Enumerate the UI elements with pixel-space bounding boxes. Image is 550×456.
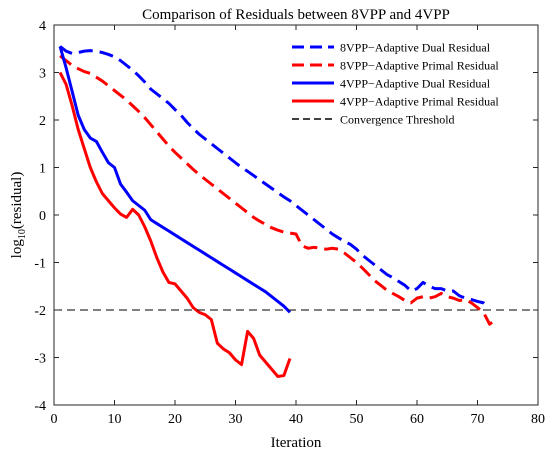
legend-label: 4VPP−Adaptive Primal Residual [340,95,499,109]
y-axis-label-subscript: 10 [17,229,28,239]
series-line-4vpp-adaptive-primal-residual [58,71,292,378]
y-tick-label: 2 [39,114,46,129]
x-tick-label: 50 [350,412,364,427]
y-tick-label: -2 [34,304,46,319]
y-tick-label: -4 [34,399,46,414]
y-tick-label: 1 [39,162,46,177]
y-tick-label: 3 [39,67,46,82]
plot-area [54,25,538,405]
legend-label: 4VPP−Adaptive Dual Residual [340,77,491,91]
plot-lines [54,45,538,378]
chart-title: Comparison of Residuals between 8VPP and… [142,7,450,23]
x-tick-label: 20 [168,412,182,427]
series-line-4vpp-adaptive-dual-residual [58,45,292,314]
y-axis-label-rest: (residual) [9,172,25,229]
y-tick-label: -1 [34,257,46,272]
y-tick-label: -3 [34,352,46,367]
x-tick-label: 30 [229,412,243,427]
axes: 0 10 20 30 40 50 60 70 80 -4 -3 -2 -1 0 1 2 3 4 [34,19,545,427]
legend: 8VPP−Adaptive Dual Residual 8VPP−Adaptive… [292,41,499,127]
x-tick-label: 0 [51,412,58,427]
y-tick-label: 0 [39,209,46,224]
x-tick-label: 80 [531,412,545,427]
y-axis-label: log10(residual) [9,172,28,259]
legend-label: 8VPP−Adaptive Primal Residual [340,59,499,73]
x-tick-label: 70 [471,412,485,427]
x-axis-label: Iteration [271,435,322,451]
x-tick-label: 10 [108,412,122,427]
y-axis-label-base: log [9,239,25,259]
x-tick-label: 40 [289,412,303,427]
legend-label: 8VPP−Adaptive Dual Residual [340,41,491,55]
x-tick-label: 60 [410,412,424,427]
y-tick-label: 4 [39,19,46,34]
series-line-8vpp-adaptive-dual-residual [59,45,491,309]
legend-label: Convergence Threshold [340,113,455,127]
series-line-8vpp-adaptive-primal-residual [59,54,497,326]
